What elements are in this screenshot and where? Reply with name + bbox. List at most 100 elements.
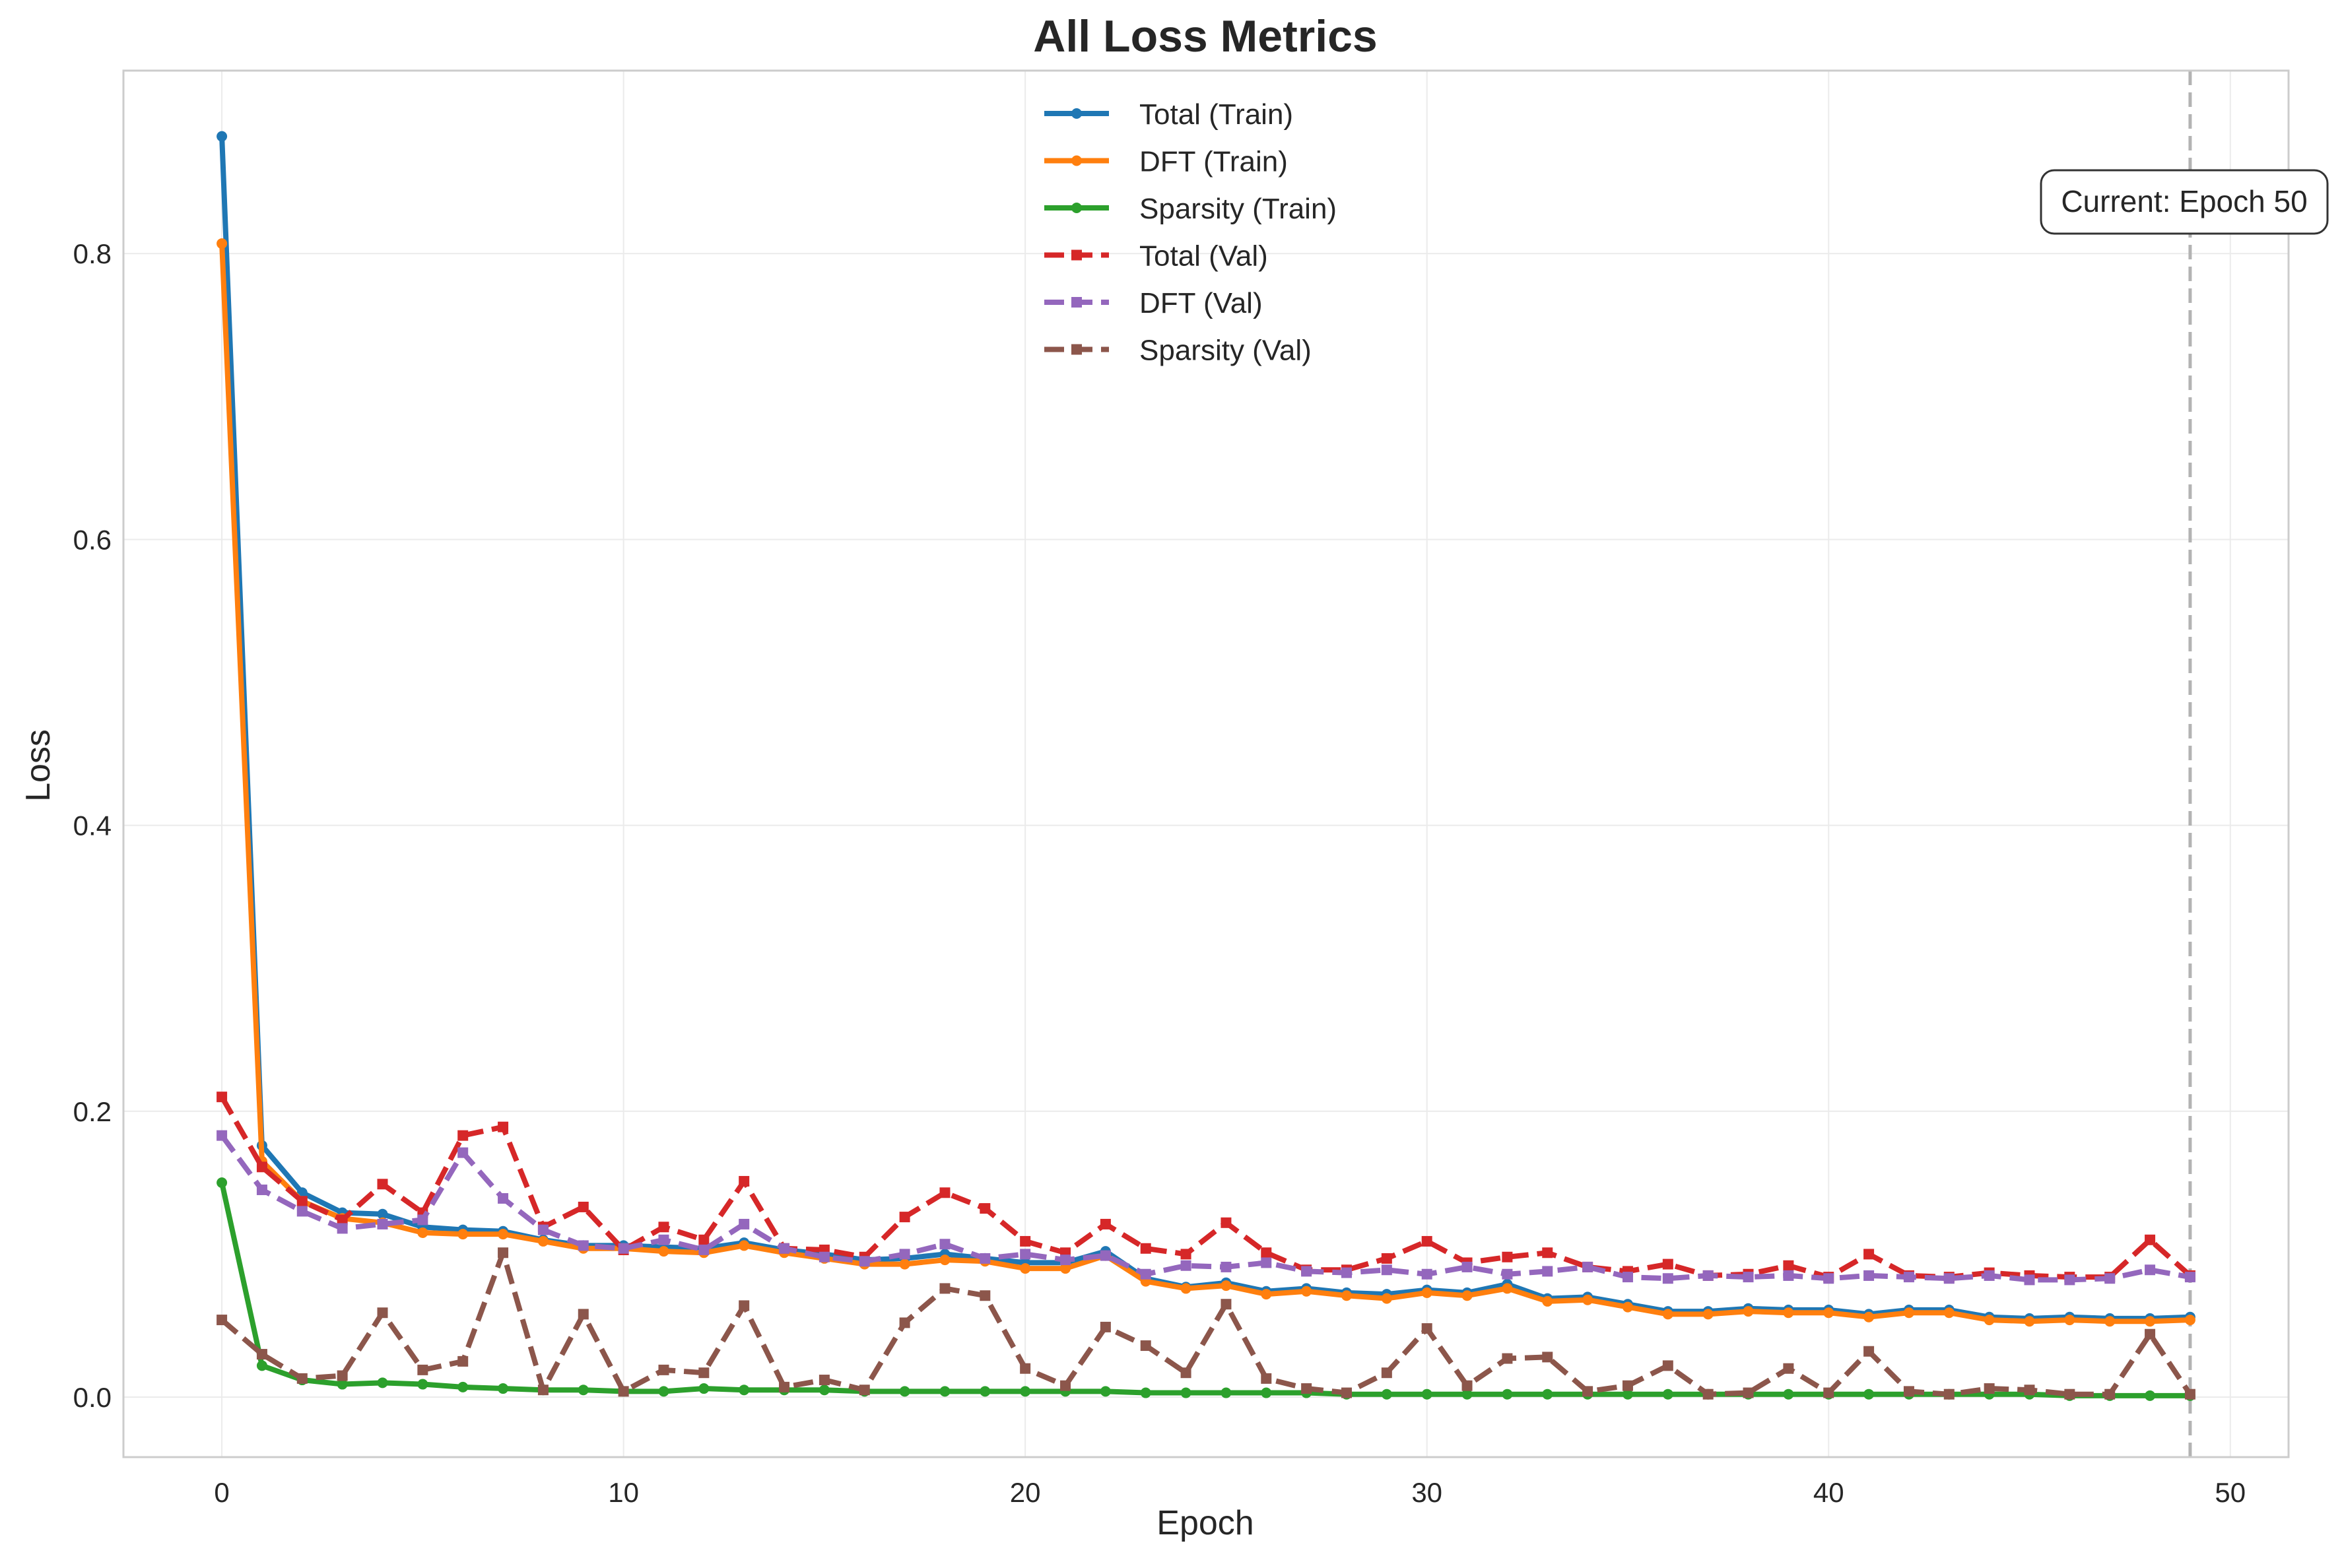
legend-entry: DFT (Val) [1044, 287, 1263, 319]
data-point [1622, 1272, 1633, 1283]
data-point [256, 1349, 267, 1360]
data-point [1984, 1270, 1995, 1281]
legend-entry: Sparsity (Train) [1044, 193, 1337, 225]
data-point [658, 1222, 669, 1233]
data-point [417, 1364, 428, 1375]
data-point [1140, 1243, 1151, 1254]
data-point [899, 1212, 910, 1223]
data-point [537, 1235, 549, 1247]
plot-frame [122, 69, 2290, 1458]
data-point [1823, 1273, 1834, 1284]
data-point [1662, 1258, 1673, 1270]
data-point [1662, 1273, 1673, 1284]
data-point [498, 1121, 509, 1132]
data-point [377, 1377, 388, 1388]
data-point [1502, 1353, 1513, 1364]
data-point [2024, 1385, 2035, 1396]
data-point [217, 238, 228, 249]
data-point [1461, 1290, 1473, 1301]
data-point [1100, 1386, 1111, 1397]
data-point [1060, 1380, 1071, 1391]
series-line [219, 1182, 2190, 1398]
series-line [219, 243, 2191, 1324]
data-point [1180, 1283, 1191, 1294]
data-point [337, 1223, 348, 1234]
data-point [2145, 1234, 2156, 1245]
data-point [1502, 1251, 1513, 1262]
data-point [1461, 1388, 1473, 1400]
data-point [1381, 1293, 1392, 1304]
data-point [337, 1214, 348, 1225]
annotation-frame [2040, 169, 2329, 235]
data-point [1461, 1261, 1473, 1272]
series-sparsity-val [217, 1247, 2195, 1400]
data-point [1180, 1260, 1191, 1271]
data-point [980, 1253, 991, 1264]
data-point [1823, 1307, 1834, 1319]
data-point [939, 1283, 951, 1294]
data-point [980, 1203, 991, 1214]
legend-entry: DFT (Train) [1044, 146, 1288, 178]
data-point [417, 1214, 428, 1225]
data-point [1180, 1367, 1191, 1379]
data-point [1060, 1263, 1071, 1274]
data-point [2104, 1388, 2116, 1400]
data-point [819, 1385, 830, 1396]
data-point [498, 1192, 509, 1204]
series-line [219, 1134, 2191, 1283]
legend-entry: Sparsity (Val) [1044, 335, 1312, 367]
data-point [1341, 1290, 1352, 1301]
data-point [1542, 1352, 1553, 1363]
data-point [537, 1385, 549, 1396]
y-tick-label: 0.6 [73, 524, 112, 555]
annotation-text: Current: Epoch 50 [2061, 184, 2307, 218]
y-tick-label: 0.0 [73, 1382, 112, 1413]
y-tick-label: 0.8 [73, 238, 112, 269]
data-point [618, 1386, 629, 1397]
data-point [1180, 1387, 1191, 1398]
data-point [337, 1370, 348, 1381]
data-point [658, 1234, 669, 1245]
data-point [1903, 1386, 1914, 1397]
data-point [1783, 1388, 1794, 1400]
data-point [1783, 1307, 1794, 1319]
data-point [498, 1247, 509, 1258]
data-point [739, 1385, 750, 1396]
data-point [2064, 1388, 2075, 1400]
data-point [739, 1175, 750, 1187]
data-point [1020, 1386, 1031, 1397]
legend-swatch-marker [1071, 203, 1082, 213]
x-axis-label: Epoch [1156, 1504, 1254, 1542]
data-point [1221, 1280, 1232, 1291]
data-point [939, 1239, 951, 1250]
data-point [779, 1243, 790, 1254]
data-point [1140, 1340, 1151, 1352]
legend-swatch-marker [1071, 249, 1082, 261]
data-point [1502, 1268, 1513, 1280]
data-point [1662, 1388, 1673, 1400]
data-point [658, 1246, 669, 1257]
data-point [1261, 1257, 1272, 1268]
data-point [2024, 1274, 2035, 1286]
data-point [1743, 1306, 1754, 1317]
data-point [1020, 1363, 1031, 1374]
data-point [1301, 1266, 1312, 1277]
tick-labels: 0 10 20 30 40 50 0.0 0.2 0.4 0.6 0.8 [73, 238, 2246, 1508]
data-point [217, 1130, 228, 1141]
data-point [739, 1300, 750, 1311]
data-point [256, 1161, 267, 1173]
data-point [779, 1381, 790, 1392]
data-point [1903, 1307, 1914, 1319]
data-point [1221, 1387, 1232, 1398]
data-point [1984, 1383, 1995, 1394]
data-point [337, 1379, 348, 1390]
data-point [658, 1386, 669, 1397]
data-point [899, 1258, 910, 1270]
data-point [1261, 1247, 1272, 1258]
data-point [1100, 1250, 1111, 1261]
data-point [1502, 1388, 1513, 1400]
data-point [698, 1234, 710, 1245]
data-point [1943, 1388, 1955, 1400]
data-point [256, 1184, 267, 1195]
data-point [217, 1092, 228, 1103]
